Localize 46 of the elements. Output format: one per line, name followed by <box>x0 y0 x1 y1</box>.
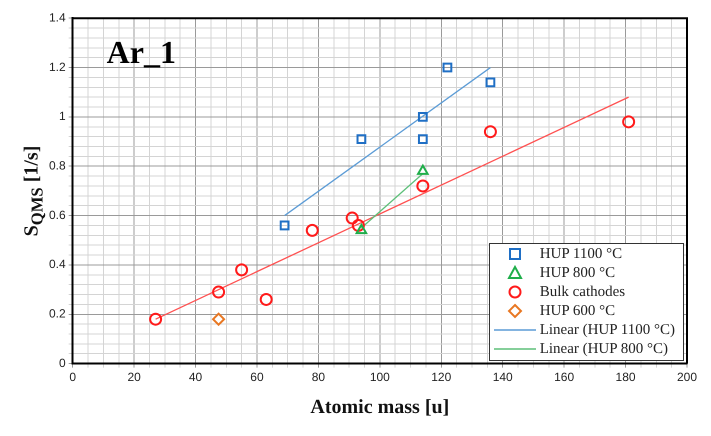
x-tick-label: 20 <box>127 370 142 384</box>
y-tick-label: 0.6 <box>48 208 66 222</box>
point <box>212 286 226 299</box>
text: Ar_1 <box>106 34 176 70</box>
y-tick-label: 0.2 <box>48 306 66 321</box>
legend-label: HUP 600 °C <box>540 302 616 320</box>
point <box>442 62 452 72</box>
point <box>356 224 368 234</box>
legend-label: Linear (HUP 800 °C) <box>540 340 668 358</box>
x-tick-label: 120 <box>431 370 452 384</box>
point <box>212 312 226 326</box>
point <box>149 312 162 326</box>
legend-label: HUP 800 °C <box>540 264 616 282</box>
y-tick-label: 0 <box>58 356 66 370</box>
x-tick-label: 160 <box>554 370 574 384</box>
x-tick-label: 140 <box>492 370 514 384</box>
legend-label: Bulk cathodes <box>540 284 626 301</box>
y-tick-label: 0.8 <box>48 158 66 173</box>
x-tick-label: 0 <box>69 370 76 384</box>
point <box>235 263 248 276</box>
point <box>418 134 428 144</box>
x-tick-label: 60 <box>250 370 264 384</box>
point <box>306 224 319 237</box>
point <box>352 218 365 232</box>
x-tick-label: 80 <box>312 370 326 384</box>
legend-label: Linear (HUP 1100 °C) <box>540 322 675 339</box>
point <box>346 212 359 225</box>
point <box>622 115 636 128</box>
x-tick-label: 40 <box>188 370 203 384</box>
y-tick-label: 1 <box>58 109 66 124</box>
x-tick-label: 180 <box>616 370 636 384</box>
x-tick-label: 200 <box>676 370 698 384</box>
x-axis-title: Atomic mass [u] <box>310 396 450 418</box>
point <box>416 179 430 192</box>
point <box>484 125 497 138</box>
point <box>486 77 496 88</box>
point <box>417 164 429 175</box>
x-tick-label: 100 <box>370 370 390 384</box>
point <box>260 292 273 306</box>
legend-label: HUP 1100 °C <box>540 246 622 263</box>
y-tick-label: 0.4 <box>48 257 66 272</box>
point <box>280 220 290 230</box>
y-tick-label: 1.2 <box>48 60 66 74</box>
point <box>418 112 428 122</box>
point <box>356 134 366 144</box>
y-tick-label: 1.4 <box>48 10 66 25</box>
